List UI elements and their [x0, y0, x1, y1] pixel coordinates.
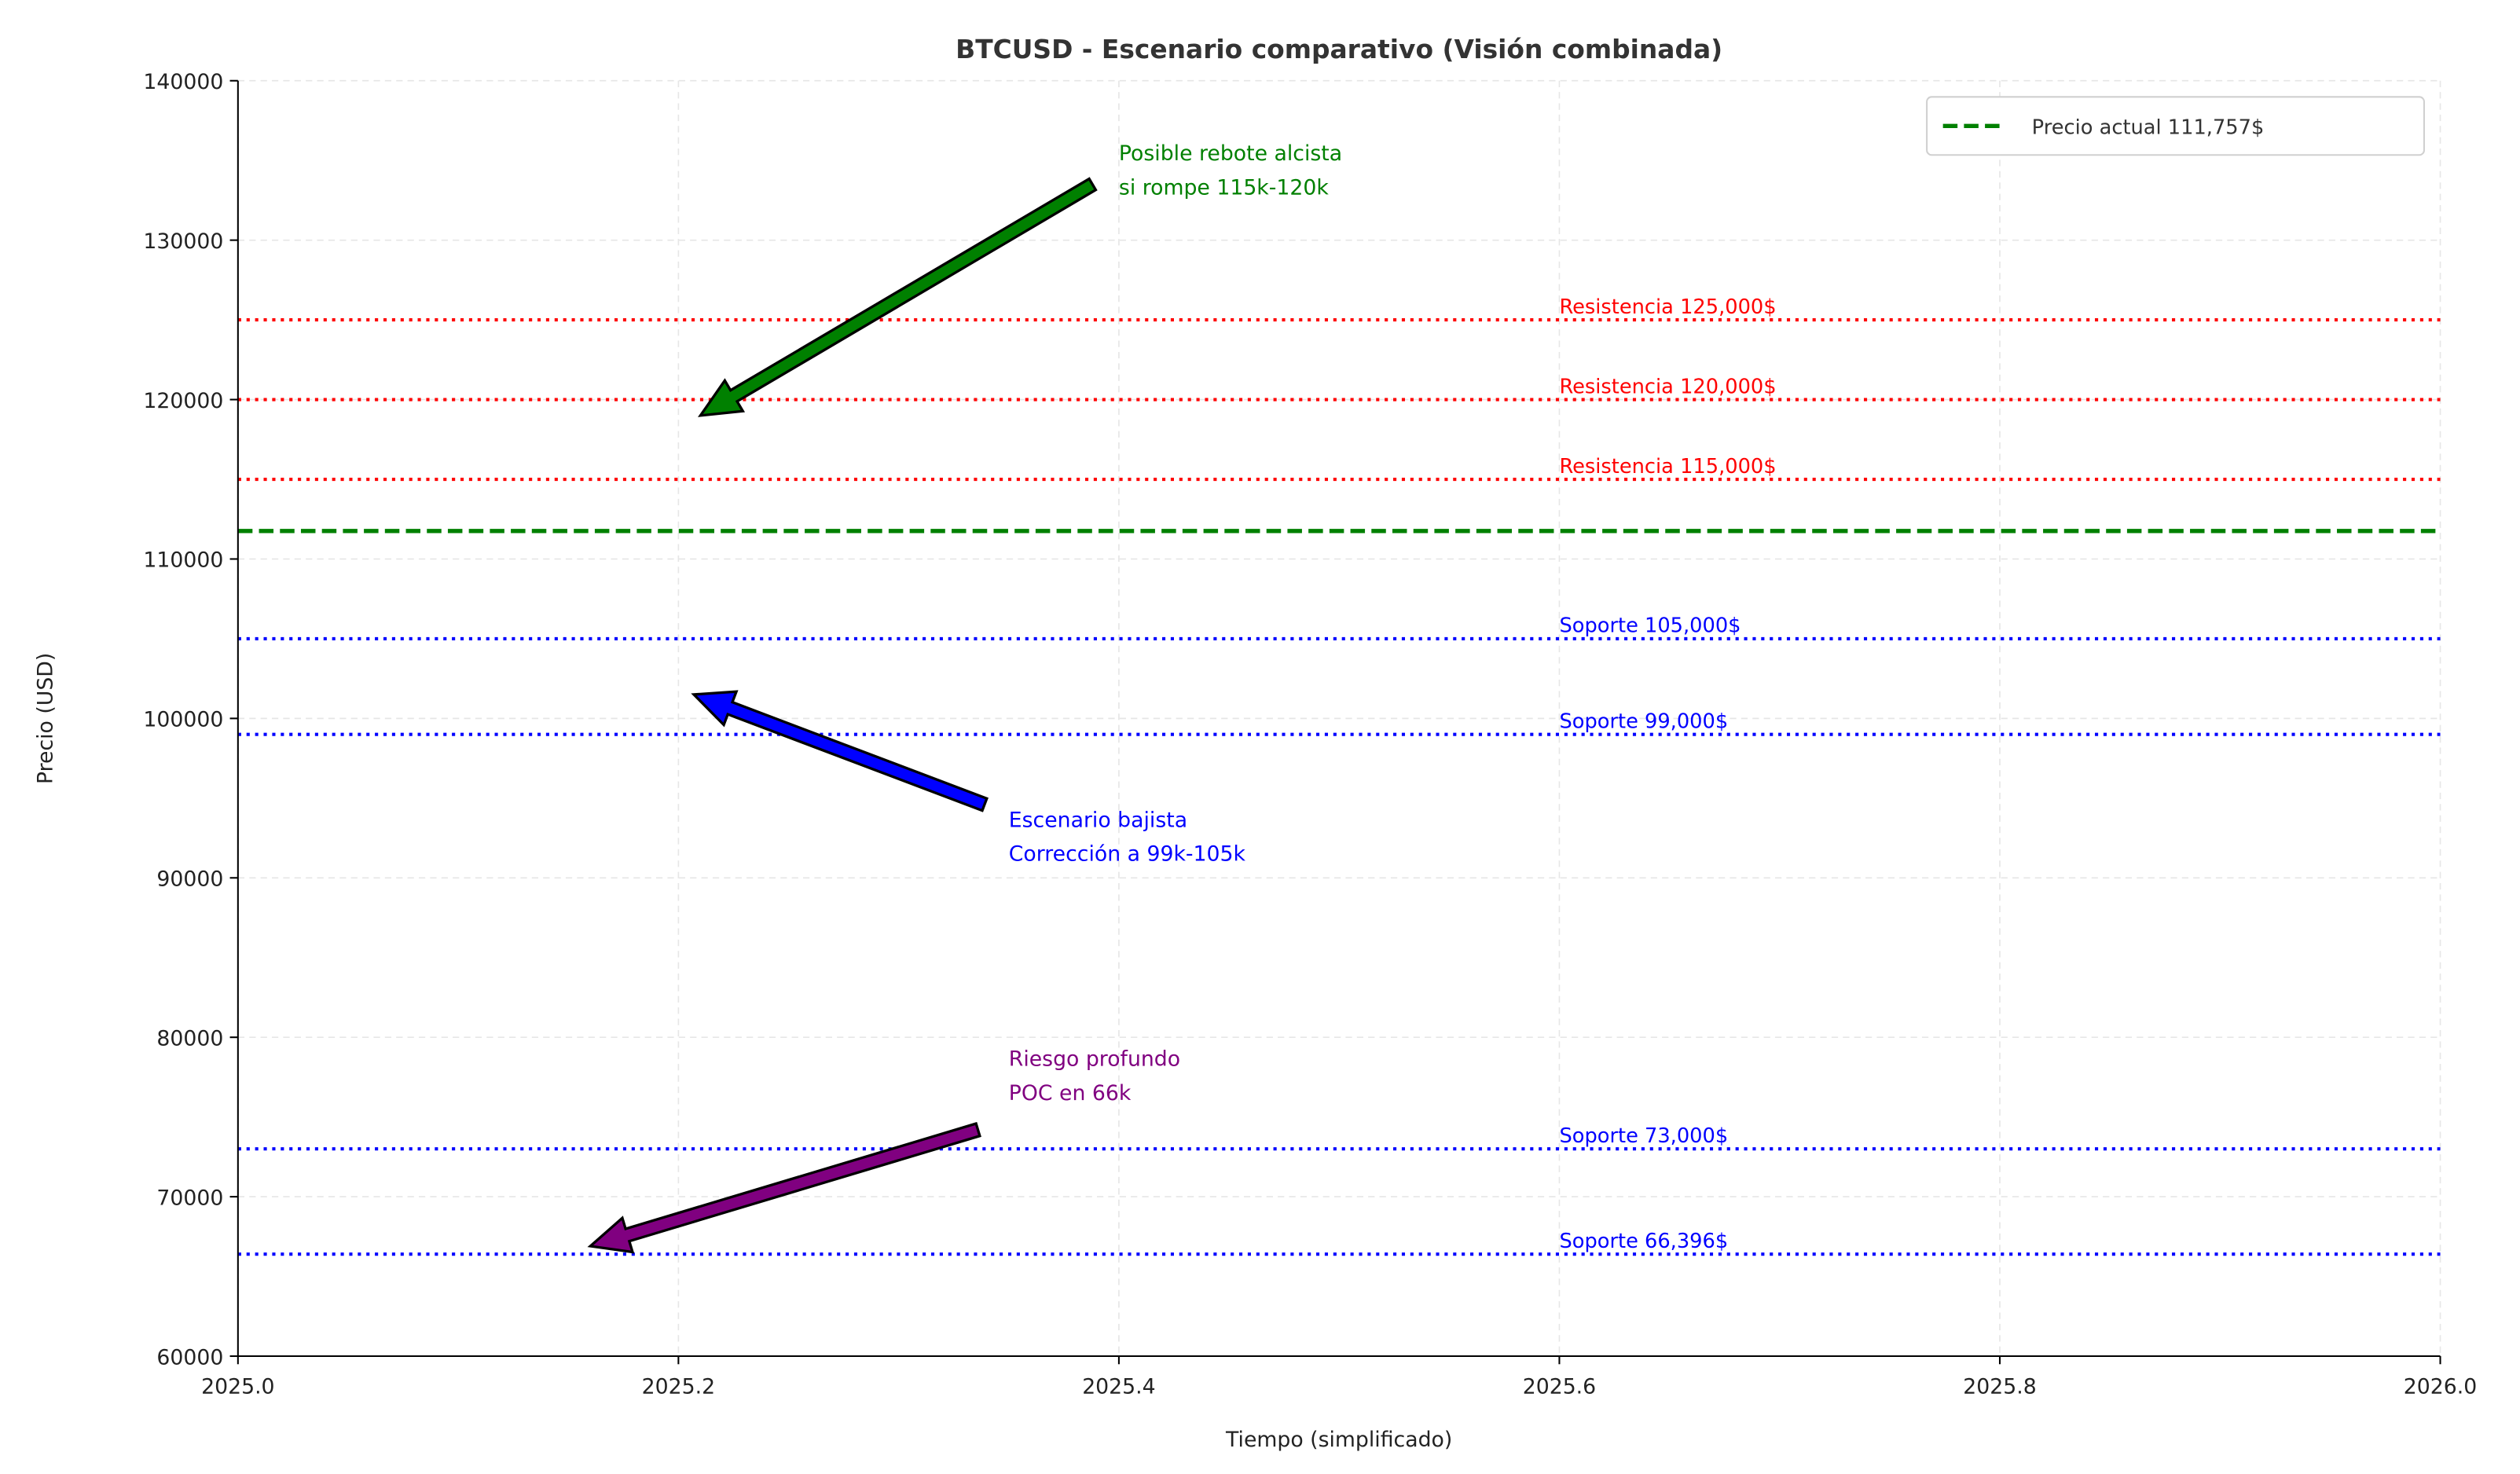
grid — [237, 79, 2441, 1357]
x-tick-label: 2025.0 — [201, 1374, 274, 1399]
y-tick-label: 100000 — [143, 708, 223, 732]
level-label: Resistencia 125,000$ — [1559, 295, 1776, 319]
y-axis-label: Precio (USD) — [34, 653, 58, 784]
annotation-text: Riesgo profundo — [1009, 1047, 1180, 1072]
level-label: Soporte 105,000$ — [1559, 614, 1741, 638]
y-tick-label: 130000 — [143, 229, 223, 254]
y-tick-label: 110000 — [143, 548, 223, 573]
y-tick-label: 70000 — [156, 1186, 223, 1210]
x-tick-label: 2025.2 — [642, 1374, 715, 1399]
level-label: Soporte 73,000$ — [1559, 1124, 1728, 1148]
level-label: Resistencia 115,000$ — [1559, 455, 1776, 478]
legend-label: Precio actual 111,757$ — [2032, 116, 2265, 140]
y-tick-label: 120000 — [143, 389, 223, 413]
y-tick-label: 90000 — [156, 867, 223, 892]
x-tick-label: 2026.0 — [2404, 1374, 2477, 1399]
level-label: Soporte 66,396$ — [1559, 1230, 1728, 1253]
level-lines: Resistencia 125,000$ Resistencia 120,000$… — [237, 295, 2441, 1256]
annotations: Posible rebote alcista si rompe 115k-120k… — [587, 141, 1342, 1254]
x-axis-label: Tiempo (simplificado) — [1225, 1428, 1452, 1452]
level-label: Soporte 99,000$ — [1559, 710, 1728, 733]
legend-box — [1926, 96, 2426, 156]
annotation-text: Posible rebote alcista — [1119, 141, 1342, 166]
x-tick-label: 2025.8 — [1963, 1374, 2036, 1399]
y-tick-label: 60000 — [156, 1345, 223, 1370]
chart-title: BTCUSD - Escenario comparativo (Visión c… — [956, 34, 1722, 64]
annotation-text: Corrección a 99k-105k — [1009, 842, 1246, 866]
level-label: Resistencia 120,000$ — [1559, 375, 1776, 398]
x-tick-label: 2025.6 — [1523, 1374, 1596, 1399]
axes: 2025.0 2025.2 2025.4 2025.6 2025.8 2026.0 6000… — [143, 70, 2477, 1399]
x-tick-label: 2025.4 — [1082, 1374, 1155, 1399]
y-tick-label: 80000 — [156, 1026, 223, 1050]
annotation-text: si rompe 115k-120k — [1119, 175, 1329, 200]
annotation-arrow — [691, 690, 989, 812]
y-tick-label: 140000 — [143, 70, 223, 94]
annotation-arrow — [587, 1121, 981, 1254]
annotation-arrow — [698, 177, 1098, 417]
legend: Precio actual 111,757$ — [1926, 96, 2426, 156]
annotation-text: Escenario bajista — [1009, 808, 1187, 832]
annotation-text: POC en 66k — [1009, 1081, 1132, 1106]
